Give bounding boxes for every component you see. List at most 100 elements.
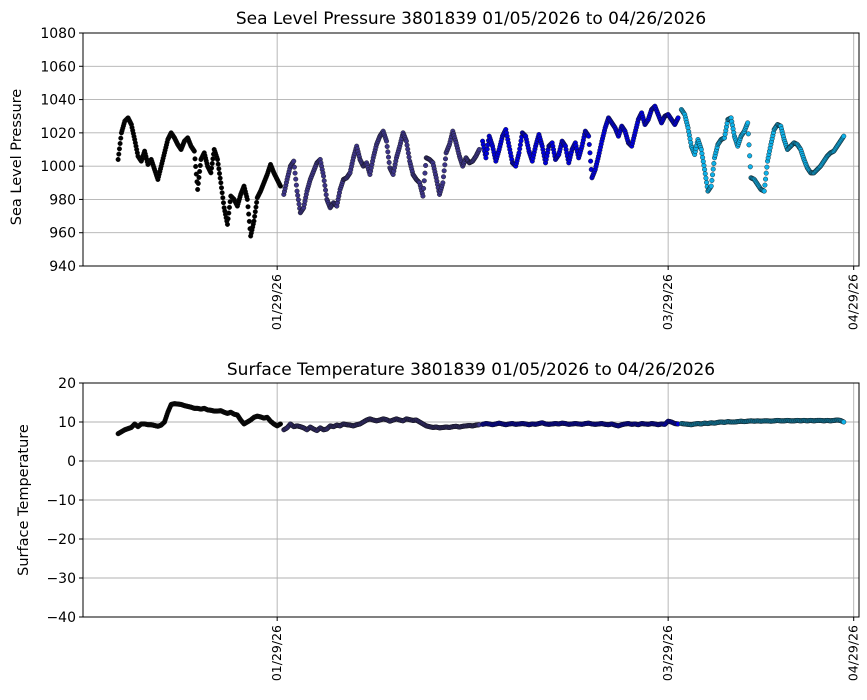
data-point — [476, 146, 482, 152]
plot-frame — [82, 32, 860, 267]
data-point — [440, 180, 446, 186]
y-tick-label: 1000 — [40, 159, 76, 175]
data-point — [586, 142, 592, 148]
y-axis-label: Sea Level Pressure — [9, 89, 25, 225]
y-axis-ticks: 940 960 980 1000 1020 1040 1060 1080 — [40, 26, 83, 275]
y-tick-label: 1060 — [40, 59, 76, 75]
data-point — [220, 195, 226, 201]
data-point — [219, 190, 225, 196]
y-tick-label: 980 — [49, 192, 76, 208]
data-point — [252, 209, 258, 215]
data-point — [217, 175, 223, 181]
data-point — [115, 156, 121, 162]
data-point — [225, 216, 231, 222]
data-point — [761, 188, 767, 194]
data-point — [321, 173, 327, 179]
series-period1 — [115, 401, 283, 437]
y-axis-label: Surface Temperature — [16, 424, 32, 576]
x-tick-label: 01/29/26 — [269, 274, 284, 330]
data-point — [217, 170, 223, 176]
data-point — [209, 165, 215, 171]
series-period1 — [115, 115, 283, 239]
data-point — [440, 174, 446, 180]
data-point — [321, 178, 327, 184]
y-tick-label: 940 — [49, 259, 76, 275]
data-point — [117, 141, 123, 147]
data-point — [483, 155, 489, 161]
grid-lines — [83, 382, 859, 618]
y-tick-label: −30 — [46, 571, 76, 587]
data-point — [746, 142, 752, 148]
data-point — [220, 200, 226, 206]
data-point — [192, 156, 198, 162]
series-period2 — [281, 416, 482, 434]
y-tick-label: 1080 — [40, 26, 76, 42]
data-point — [704, 179, 710, 185]
data-point — [197, 168, 203, 174]
y-tick-label: 960 — [49, 226, 76, 242]
data-point — [709, 177, 715, 183]
data-point — [197, 162, 203, 168]
data-point — [215, 161, 221, 167]
y-tick-label: 0 — [67, 454, 76, 470]
data-point — [323, 192, 329, 198]
data-point — [251, 218, 257, 224]
data-point — [254, 199, 260, 205]
y-tick-label: 1020 — [40, 126, 76, 142]
data-point — [219, 185, 225, 191]
data-point — [421, 185, 427, 191]
data-point — [702, 171, 708, 177]
data-point — [246, 218, 252, 224]
data-point — [384, 138, 390, 144]
data-point — [208, 170, 214, 176]
series-period3 — [480, 418, 681, 429]
data-point — [702, 166, 708, 172]
data-point — [295, 197, 301, 203]
data-point — [386, 159, 392, 165]
surface-temperature-chart: Surface Temperature 3801839 01/05/2026 t… — [16, 360, 861, 681]
data-point — [293, 176, 299, 182]
data-point — [385, 149, 391, 155]
data-point — [484, 150, 490, 156]
series-period4 — [678, 417, 847, 428]
data-point — [841, 133, 847, 139]
data-point — [745, 120, 751, 126]
data-point — [227, 199, 233, 205]
y-tick-label: 10 — [58, 415, 76, 431]
data-point — [277, 183, 283, 189]
data-point — [586, 133, 592, 139]
data-point — [323, 187, 329, 193]
data-point — [291, 158, 297, 164]
grid-lines — [83, 32, 859, 267]
x-tick-label: 03/29/26 — [660, 625, 675, 681]
data-point — [442, 156, 448, 162]
data-point — [588, 158, 594, 164]
x-tick-label: 03/29/26 — [660, 274, 675, 330]
data-point — [294, 188, 300, 194]
data-point — [763, 170, 769, 176]
x-tick-label: 04/29/26 — [846, 274, 861, 330]
data-point — [384, 144, 390, 150]
data-point — [841, 419, 847, 425]
data-point — [252, 213, 258, 219]
data-point — [193, 163, 199, 169]
data-point — [196, 174, 202, 180]
data-point — [711, 160, 717, 166]
data-points — [115, 401, 847, 437]
data-point — [226, 210, 232, 216]
data-point — [708, 183, 714, 189]
data-point — [226, 204, 232, 210]
data-point — [385, 154, 391, 160]
series-period2 — [281, 128, 482, 216]
data-point — [747, 153, 753, 159]
data-point — [587, 150, 593, 156]
y-tick-label: 1040 — [40, 93, 76, 109]
data-point — [484, 146, 490, 152]
data-point — [291, 164, 297, 170]
data-point — [441, 168, 447, 174]
data-point — [216, 166, 222, 172]
data-point — [292, 170, 298, 176]
data-point — [246, 211, 252, 217]
data-point — [195, 186, 201, 192]
